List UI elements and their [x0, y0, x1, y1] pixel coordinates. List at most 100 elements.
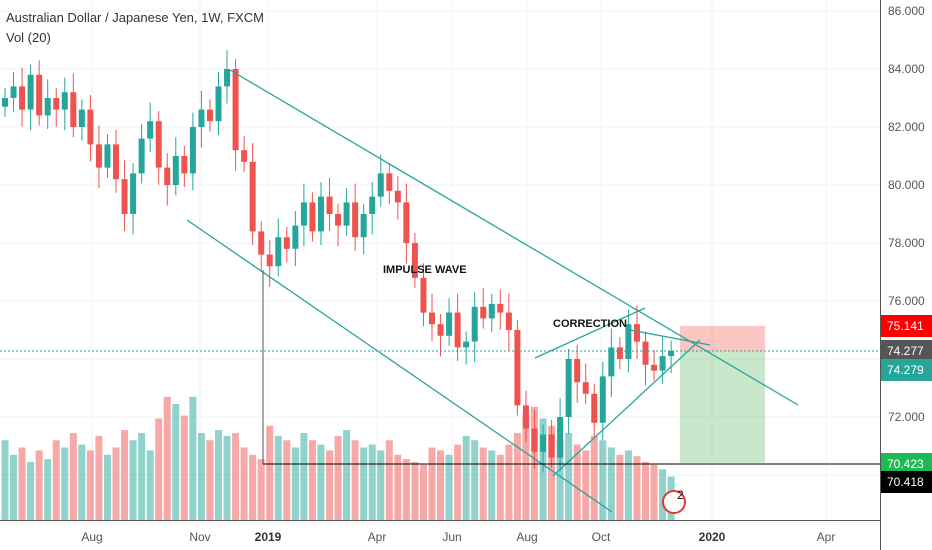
volume-bar — [513, 433, 521, 520]
volume-bar — [488, 450, 496, 520]
candle-body — [514, 330, 521, 406]
wedge-upper-line — [534, 307, 646, 359]
volume-bar — [206, 440, 214, 520]
volume-bar — [35, 450, 43, 520]
volume-bar — [607, 447, 615, 520]
volume-bar — [642, 462, 649, 520]
volume-bar — [249, 454, 257, 520]
correction-label[interactable]: CORRECTION — [553, 318, 627, 330]
candle-body — [283, 237, 290, 249]
candle-body — [574, 359, 581, 383]
volume-bar — [548, 425, 556, 520]
candle-body — [540, 434, 547, 452]
time-tick: Oct — [591, 530, 611, 544]
candle-body — [189, 127, 196, 174]
candle-body — [130, 173, 137, 214]
volume-bar — [291, 447, 299, 520]
volume-bar — [419, 464, 427, 520]
volume-bar — [86, 450, 94, 520]
candle-body — [369, 196, 376, 214]
price-tick: 76.000 — [888, 294, 925, 308]
candle-body — [377, 173, 384, 197]
candle-body — [2, 98, 8, 107]
volume-bar — [428, 447, 436, 520]
volume-bar — [368, 444, 376, 520]
volume-bar — [155, 418, 163, 520]
candle-body — [181, 156, 188, 174]
volume-bar — [1, 440, 9, 520]
candle-body — [343, 202, 350, 226]
candle-body — [155, 121, 162, 168]
impulse-wave-label[interactable]: IMPULSE WAVE — [383, 264, 467, 276]
candle-body — [326, 196, 333, 214]
volume-bar — [69, 433, 77, 520]
candle-body — [522, 405, 529, 429]
volume-bar — [44, 459, 52, 520]
upper-channel-line — [229, 69, 799, 406]
candle-body — [215, 86, 222, 122]
time-tick: 2020 — [698, 530, 726, 544]
candle-body — [300, 202, 307, 226]
candle-body — [505, 312, 512, 330]
candle-body — [27, 74, 34, 110]
wedge-lower-line — [552, 339, 701, 477]
candle-body — [10, 86, 17, 98]
candle-body — [241, 150, 248, 162]
volume-bar — [283, 440, 291, 520]
candle-body — [454, 312, 461, 348]
volume-bar — [189, 396, 197, 520]
candle-body — [463, 341, 470, 348]
candle-body — [625, 324, 632, 359]
candle-body — [608, 347, 615, 377]
volume-bar — [616, 454, 624, 520]
volume-bar — [394, 454, 402, 520]
volume-bar — [411, 462, 419, 520]
candle-body — [446, 312, 453, 336]
volume-bar — [573, 444, 581, 520]
candle-body — [104, 144, 111, 168]
take-profit-zone — [680, 350, 765, 463]
candle-body — [224, 69, 231, 87]
candle-body — [53, 98, 60, 110]
candle-body — [420, 277, 427, 313]
last-price-label: 74.277 — [881, 340, 932, 362]
candle-body — [616, 347, 623, 359]
volume-bar — [556, 440, 564, 520]
candle-body — [352, 202, 359, 238]
candle-body — [317, 196, 324, 232]
volume-bar — [471, 440, 479, 520]
volume-bar — [445, 454, 453, 520]
volume-bar — [27, 462, 35, 520]
volume-bar — [496, 454, 504, 520]
candle-body — [394, 190, 401, 203]
volume-bar — [61, 447, 69, 520]
candle-body — [668, 350, 675, 357]
price-tick: 82.000 — [888, 120, 925, 134]
price-tick: 72.000 — [888, 410, 925, 424]
candle-body — [599, 376, 606, 423]
volume-bar — [479, 447, 487, 520]
candle-body — [44, 98, 51, 116]
time-tick: Apr — [367, 530, 387, 544]
volume-bar — [240, 447, 248, 520]
volume-bar — [624, 450, 632, 520]
volume-indicator-label[interactable]: Vol (20) — [6, 30, 51, 45]
stop-loss-zone — [680, 325, 765, 351]
candle-body — [437, 324, 444, 336]
candle-body — [480, 306, 487, 319]
volume-bar — [360, 447, 368, 520]
target-price-label: 70.423 — [881, 453, 932, 475]
volume-bar — [377, 450, 385, 520]
time-tick: Aug — [516, 530, 538, 544]
candle-body — [591, 393, 598, 423]
candle-body — [198, 109, 205, 127]
chart-legend: Australian Dollar / Japanese Yen, 1W, FX… — [6, 8, 264, 48]
candle-body — [411, 243, 418, 278]
candle-body — [471, 306, 478, 342]
candle-body — [531, 428, 538, 452]
volume-bar — [52, 440, 60, 520]
candle-body — [642, 341, 649, 365]
candle-body — [488, 303, 495, 319]
events-icon[interactable] — [662, 490, 686, 514]
